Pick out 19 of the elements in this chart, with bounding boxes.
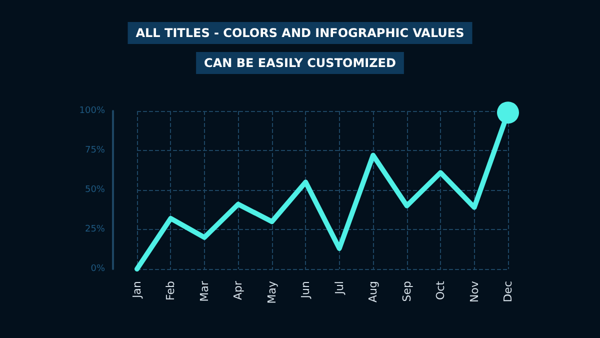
y-tick-label: 25% (84, 224, 106, 234)
x-tick-label: May (265, 280, 278, 304)
x-tick-label: Dec (502, 281, 514, 302)
x-tick-label: Oct (434, 280, 448, 300)
x-tick-label: Mar (198, 280, 211, 302)
x-tick-label: Nov (468, 280, 481, 302)
x-tick-label: Sep (400, 280, 414, 302)
x-tick-label: Jun (299, 280, 312, 300)
chart-subtitle: CAN BE EASILY CUSTOMIZED (204, 56, 396, 70)
y-tick-label: 0% (90, 264, 106, 274)
y-tick-label: 75% (84, 146, 106, 156)
y-tick-label: 50% (84, 185, 106, 195)
x-tick-label: Feb (164, 280, 178, 300)
chart-title: ALL TITLES - COLORS AND INFOGRAPHIC VALUES (136, 26, 464, 40)
x-tick-label: Aug (366, 281, 380, 302)
x-tick-label: Jan (130, 280, 144, 299)
y-tick-label: 100% (79, 106, 106, 116)
x-tick-label: Apr (232, 280, 245, 300)
x-tick-label: Jul (332, 281, 346, 296)
